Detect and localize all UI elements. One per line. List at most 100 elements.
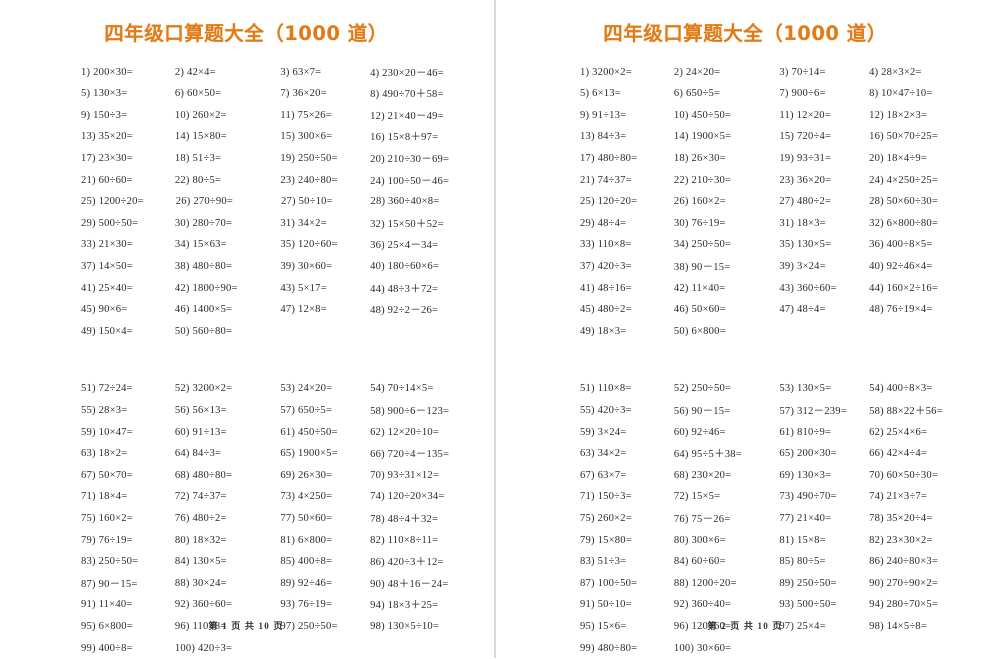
problem-row: 99) 400÷8= 100) 420÷3= xyxy=(41,637,461,659)
problem-item: 93) 76÷19= xyxy=(280,599,333,611)
problem-item: 1) 3200×2= xyxy=(580,66,632,78)
problem-item: 20) 18×4÷9= xyxy=(869,153,928,165)
problem-item: 11) 12×20= xyxy=(779,109,831,121)
problem-row: 99) 480÷80= 100) 30×60= xyxy=(540,637,960,659)
problem-item: 91) 50÷10= xyxy=(580,599,632,611)
problem-item: 11) 75×26= xyxy=(280,109,332,121)
page-title-left: 四年级口算题大全（1000 道） xyxy=(104,22,388,45)
problem-item: 65) 1900×5= xyxy=(280,448,338,460)
problem-item: 40) 92÷46×4= xyxy=(869,261,933,273)
problem-row: 95) 15×6= 96) 120÷60= 97) 25×4= 98) 14×5÷8= xyxy=(540,616,960,638)
problem-row: 41) 48÷16= 42) 11×40= 43) 360÷60= 44) 160×2… xyxy=(540,277,960,299)
problem-item: 28) 360÷40×8= xyxy=(370,196,440,208)
problem-item: 93) 500÷50= xyxy=(779,599,837,611)
problem-item: 70) 93÷31×12= xyxy=(370,469,440,481)
problem-item: 10) 260×2= xyxy=(174,109,227,121)
page-right: 四年级口算题大全（1000 道） 1) 3200×2= 2) 24×20= 3) 7… xyxy=(499,0,991,658)
problem-item: 76) 75－26= xyxy=(673,513,731,525)
problem-row: 83) 250÷50= 84) 130×5= 85) 400÷8= 86) 420÷3… xyxy=(41,551,461,573)
problem-item: 65) 200×30= xyxy=(779,448,837,460)
problem-item: 90) 48＋16－24= xyxy=(370,578,449,590)
problem-item: 45) 480÷2= xyxy=(580,304,632,316)
problem-item: 15) 720÷4= xyxy=(779,131,832,143)
problem-item: 47) 48÷4= xyxy=(779,304,826,316)
problem-item: 4) 28×3×2= xyxy=(869,66,922,78)
problem-item: 64) 95÷5＋38= xyxy=(673,449,742,461)
problem-item: 29) 48÷4= xyxy=(580,217,627,229)
problem-item: 43) 5×17= xyxy=(280,282,327,294)
problem-item: 44) 160×2÷16= xyxy=(869,282,939,294)
problem-item: 26) 270÷90= xyxy=(175,196,233,208)
problem-row: 5) 6×13= 6) 650÷5= 7) 900÷6= 8) 10×47÷10= xyxy=(540,83,960,105)
problem-item: 90) 270÷90×2= xyxy=(869,577,939,589)
problem-item: 91) 11×40= xyxy=(81,599,133,611)
problem-item: 62) 12×20÷10= xyxy=(370,426,440,438)
problem-item: 56) 56×13= xyxy=(174,405,227,416)
problem-item: 18) 26×30= xyxy=(673,153,726,165)
problem-item: 86) 420÷3＋12= xyxy=(370,557,444,569)
problem-item: 81) 15×8= xyxy=(779,534,826,546)
problem-item: 80) 18×32= xyxy=(174,534,227,546)
problem-item: 13) 84÷3= xyxy=(580,131,627,143)
problem-item: 34) 15×63= xyxy=(174,239,227,251)
problem-item: 21) 60÷60= xyxy=(81,174,133,186)
problem-item: 66) 720÷4－135= xyxy=(370,449,450,461)
problem-item: 72) 74÷37= xyxy=(174,491,227,503)
problem-item: 95) 15×6= xyxy=(580,620,627,632)
problem-item: 33) 110×8= xyxy=(580,239,632,251)
problem-row: 21) 60÷60= 22) 80÷5= 23) 240÷80= 24) 100÷50… xyxy=(41,169,461,191)
problem-item: 52) 3200×2= xyxy=(174,383,233,395)
problem-item: 81) 6×800= xyxy=(280,534,333,546)
problem-item: 44) 48÷3＋72= xyxy=(370,283,439,295)
problem-item: 92) 360÷60= xyxy=(174,599,233,611)
problem-item: 34) 250÷50= xyxy=(673,239,732,251)
problem-row: 63) 34×2= 64) 95÷5＋38= 65) 200×30= 66) 42×4… xyxy=(540,443,960,465)
problem-item: 51) 110×8= xyxy=(580,383,632,395)
problem-item: 79) 15×80= xyxy=(580,534,632,546)
page-left: 四年级口算题大全（1000 道） 1) 200×30= 2) 42×4= 3) 63… xyxy=(0,0,492,658)
problem-item: 56) 90－15= xyxy=(673,406,731,417)
problem-item: 87) 100÷50= xyxy=(580,577,638,589)
problem-item: 19) 250÷50= xyxy=(280,153,338,165)
problem-item: 23) 36×20= xyxy=(779,174,832,186)
problem-item: 39) 3×24= xyxy=(779,261,826,273)
problem-row: 13) 35×20= 14) 15×80= 15) 300×6= 16) 15×8＋9… xyxy=(41,126,461,148)
problem-item: 94) 18×3＋25= xyxy=(370,600,439,612)
problem-block-left-2: 51) 72÷24= 52) 3200×2= 53) 24×20= 54) 70÷14… xyxy=(31,378,461,659)
problem-item: 14) 15×80= xyxy=(174,131,227,143)
problem-item: 57) 312－239= xyxy=(779,406,847,417)
page-footer-left: 第 1 页 共 10 页 xyxy=(208,621,284,631)
problem-item: 6) 60×50= xyxy=(174,88,222,100)
problem-item: 89) 250÷50= xyxy=(779,577,837,589)
problem-row: 51) 110×8= 52) 250÷50= 53) 130×5= 54) 400÷8… xyxy=(540,378,960,400)
problem-row: 55) 420÷3= 56) 90－15= 57) 312－239= 58) 88×2… xyxy=(540,400,960,422)
problem-item: 72) 15×5= xyxy=(673,491,721,503)
page-title-right: 四年级口算题大全（1000 道） xyxy=(603,22,887,45)
problem-item: 59) 10×47= xyxy=(81,426,133,438)
problem-item: 24) 4×250÷25= xyxy=(869,174,939,186)
problem-item: 24) 100÷50－46= xyxy=(370,175,450,187)
problem-item: 53) 130×5= xyxy=(779,383,832,395)
problem-row: 79) 76÷19= 80) 18×32= 81) 6×800= 82) 110×8÷… xyxy=(41,529,461,551)
problem-item: 75) 260×2= xyxy=(580,512,632,524)
problem-row: 9) 150÷3= 10) 260×2= 11) 75×26= 12) 21×40－4… xyxy=(41,105,461,127)
problem-row: 29) 48÷4= 30) 76÷19= 31) 18×3= 32) 6×800÷80… xyxy=(540,213,960,235)
problem-item: 18) 51÷3= xyxy=(174,153,222,165)
problem-item: 36) 25×4－34= xyxy=(370,240,439,252)
problem-item: 3) 63×7= xyxy=(280,66,322,78)
problem-item: 36) 400÷8×5= xyxy=(869,239,933,251)
problem-item: 70) 60×50÷30= xyxy=(869,469,939,481)
problem-row: 33) 110×8= 34) 250÷50= 35) 130×5= 36) 400÷8… xyxy=(540,234,960,256)
problem-item: 68) 230×20= xyxy=(673,469,732,481)
problem-item: 53) 24×20= xyxy=(280,383,333,395)
problem-item: 8) 10×47÷10= xyxy=(869,88,933,100)
problem-item: 17) 480÷80= xyxy=(580,153,638,165)
problem-item: 100) 30×60= xyxy=(673,642,732,654)
problem-item: 27) 50÷10= xyxy=(281,196,333,208)
problem-row: 33) 21×30= 34) 15×63= 35) 120÷60= 36) 25×4－… xyxy=(41,234,461,256)
problem-item: 69) 130×3= xyxy=(779,469,832,481)
problem-item: 51) 72÷24= xyxy=(81,383,133,395)
problem-item: 75) 160×2= xyxy=(81,512,133,524)
problem-row: 95) 6×800= 96) 110×8= 97) 250÷50= 98) 130×5… xyxy=(41,616,461,638)
problem-item: 10) 450÷50= xyxy=(673,109,732,121)
